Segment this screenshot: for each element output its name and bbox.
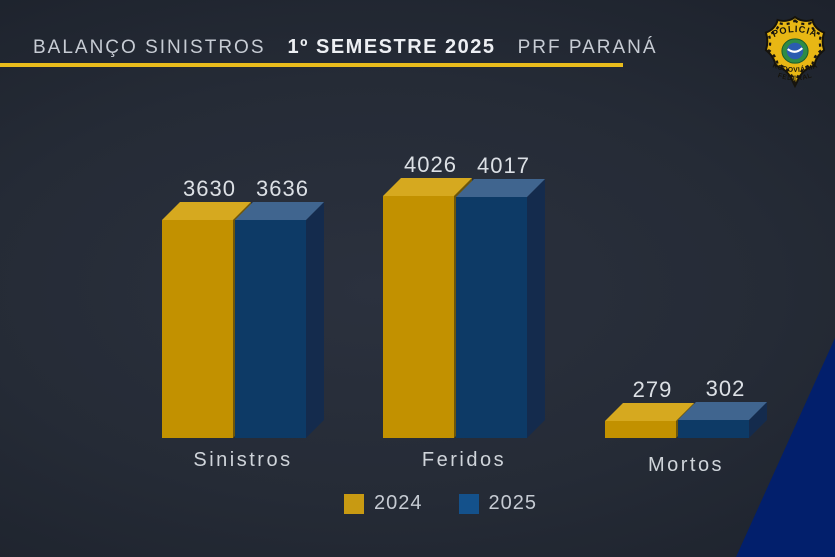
bar-2025-Sinistros [235, 220, 306, 438]
bar-value-label-2024-Feridos: 4026 [404, 152, 457, 177]
bar-value-label-2024-Mortos: 279 [633, 377, 673, 402]
bar-2024-Mortos [605, 421, 676, 438]
legend-item-2025: 2025 [458, 492, 538, 515]
title-underline [0, 63, 623, 67]
legend-label-2024: 2024 [374, 492, 423, 514]
title-segment-prf: PRF PARANÁ [517, 37, 658, 58]
category-label-Mortos: Mortos [648, 454, 724, 476]
title-segment-semestre: 1º SEMESTRE 2025 [287, 36, 496, 58]
bar-side-2025-Sinistros [306, 202, 324, 438]
bar-side-2025-Mortos [749, 402, 767, 438]
badge-text-federal: FEDERAL [777, 72, 813, 82]
bar-top-2025-Mortos [678, 402, 767, 420]
legend-swatch-2024 [344, 493, 364, 514]
category-label-Sinistros: Sinistros [193, 449, 292, 471]
chart-legend: 2024 2025 [0, 492, 835, 515]
bar-top-2024-Sinistros [162, 202, 251, 220]
bar-2024-Feridos [383, 196, 454, 438]
page-title: BALANÇO SINISTROS 1º SEMESTRE 2025 PRF P… [33, 36, 658, 59]
bar-value-label-2025-Mortos: 302 [706, 376, 746, 401]
legend-swatch-2025 [458, 493, 479, 514]
bar-top-2024-Mortos [605, 403, 694, 421]
title-segment-balanco: BALANÇO SINISTROS [33, 37, 266, 58]
badge-emblem-band [787, 47, 804, 53]
badge-notch-border [767, 19, 823, 86]
badge-text-rodoviaria: RODOVIÁRIA [771, 62, 818, 73]
bar-2025-Feridos [456, 197, 527, 438]
bar-value-label-2025-Feridos: 4017 [477, 153, 530, 178]
bar-top-2025-Feridos [456, 179, 545, 197]
badge-text-policia: POLICIA [771, 24, 820, 39]
bar-top-2025-Sinistros [235, 202, 324, 220]
category-label-Feridos: Feridos [422, 449, 506, 471]
bar-2025-Mortos [678, 420, 749, 438]
legend-item-2024: 2024 [344, 492, 423, 515]
prf-badge-logo: POLICIA RODOVIÁRIA FEDERAL [764, 15, 826, 89]
bar-side-2025-Feridos [527, 179, 545, 438]
legend-label-2025: 2025 [488, 492, 537, 514]
bar-top-2024-Feridos [383, 178, 472, 196]
bar-value-label-2025-Sinistros: 3636 [256, 176, 309, 201]
bar-2024-Sinistros [162, 220, 233, 438]
bar-value-label-2024-Sinistros: 3630 [183, 176, 236, 201]
